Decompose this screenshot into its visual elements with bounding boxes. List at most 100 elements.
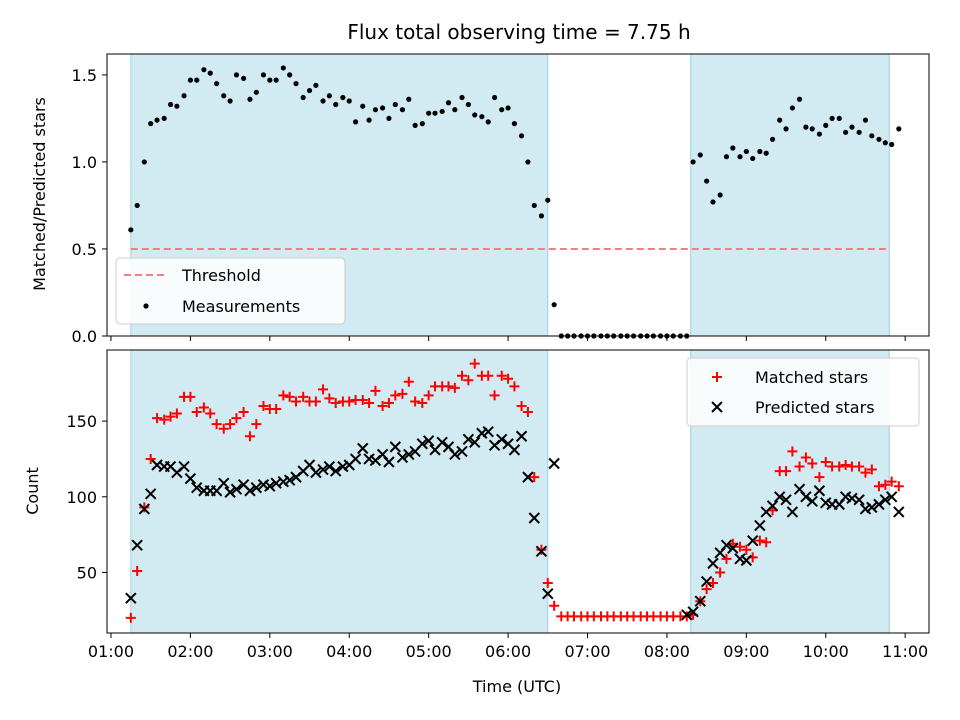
predicted-star-point <box>780 494 792 506</box>
measurement-point <box>777 117 783 123</box>
measurement-point <box>194 77 200 83</box>
measurement-point <box>260 72 267 78</box>
matched-star-point <box>820 456 831 467</box>
predicted-star-point <box>542 587 554 600</box>
measurement-point <box>876 136 882 142</box>
predicted-star-point <box>740 554 753 567</box>
legend-predicted-swatch <box>711 401 723 413</box>
measurement-point <box>896 126 902 132</box>
matched-star-point <box>410 396 421 407</box>
predicted-star-point <box>694 595 706 607</box>
measurement-point <box>426 110 432 116</box>
measurement-point <box>293 80 299 87</box>
predicted-star-point <box>224 486 236 498</box>
measurement-point <box>227 98 233 104</box>
predicted-star-point <box>700 575 713 588</box>
bottom-panel: 50 100 150 01:00 02:00 03:00 04:00 05:00 06:00 07… <box>66 349 930 661</box>
matched-star-point <box>701 584 712 595</box>
measurement-point <box>148 121 154 127</box>
matched-star-point <box>457 370 468 381</box>
predicted-star-point <box>508 444 521 456</box>
measurement-point <box>379 105 386 111</box>
matched-star-point <box>529 472 540 483</box>
measurement-point <box>174 103 180 109</box>
measurement-point <box>531 202 537 209</box>
measurement-point <box>505 105 511 111</box>
matched-star-point <box>503 373 514 384</box>
predicted-star-point <box>893 506 905 518</box>
matched-star-point <box>880 479 891 490</box>
matched-star-point <box>318 384 329 395</box>
matched-star-point <box>191 407 202 418</box>
bottom-x-tick-label: 11:00 <box>882 642 928 661</box>
measurement-point <box>214 80 220 87</box>
predicted-star-point <box>515 430 528 442</box>
matched-star-point <box>741 544 752 555</box>
bottom-legend-box <box>686 357 920 427</box>
measurement-point <box>737 154 743 160</box>
matched-star-point <box>218 423 229 434</box>
matched-star-point <box>231 413 242 424</box>
legend-measurements-label: Measurements <box>182 297 300 316</box>
top-axes-frame <box>106 53 930 337</box>
matched-star-point <box>403 376 414 387</box>
measurement-point <box>869 133 875 139</box>
matched-star-point <box>840 460 851 471</box>
measurement-point <box>247 96 253 102</box>
measurement-point <box>783 126 789 132</box>
predicted-star-point <box>853 494 865 506</box>
measurement-point <box>346 98 352 104</box>
measurement-point <box>763 150 769 156</box>
measurement-point <box>491 94 498 101</box>
measurement-point <box>704 178 710 184</box>
measurement-point <box>333 101 339 108</box>
matched-star-point <box>794 461 805 472</box>
predicted-star-point <box>806 495 818 508</box>
measurement-point <box>551 302 557 308</box>
predicted-star-point <box>482 426 494 438</box>
predicted-star-point <box>138 503 151 515</box>
measurement-point <box>221 93 227 99</box>
measurement-point <box>241 75 247 81</box>
predicted-star-point <box>720 539 733 551</box>
top-panel: 0.0 0.5 1.0 1.5 Threshold Measurements <box>72 53 930 346</box>
measurement-point <box>849 124 855 130</box>
predicted-star-point <box>687 606 699 618</box>
measurement-point <box>836 115 842 122</box>
matched-star-point <box>370 385 381 396</box>
top-y-tick-label: 0.0 <box>72 327 97 346</box>
matched-star-point <box>854 461 865 472</box>
matched-star-point <box>310 396 321 407</box>
matched-star-point <box>171 408 182 419</box>
measurement-point <box>386 115 392 122</box>
predicted-star-point <box>462 433 475 445</box>
matched-star-point <box>159 414 170 425</box>
bottom-y-tick-label: 50 <box>77 563 97 582</box>
predicted-star-point <box>125 592 137 604</box>
measurement-point <box>743 148 749 155</box>
measurement-point <box>479 114 485 120</box>
matched-star-point <box>516 400 527 411</box>
matched-star-point <box>278 390 289 401</box>
measurement-point <box>445 100 452 106</box>
predicted-star-point <box>548 457 560 470</box>
matched-star-point <box>198 402 209 413</box>
matched-star-point <box>542 578 553 589</box>
measurement-point <box>340 94 346 101</box>
measurement-point <box>816 131 823 137</box>
matched-star-point <box>814 472 825 483</box>
top-legend: Threshold Measurements <box>115 257 346 325</box>
measurement-point <box>856 129 862 135</box>
measurement-point <box>167 101 174 108</box>
bottom-x-tick-label: 08:00 <box>644 642 690 661</box>
predicted-star-point <box>349 453 362 465</box>
measurement-point <box>154 117 160 123</box>
measurement-point <box>300 94 306 101</box>
matched-star-point <box>344 396 355 407</box>
legend-threshold-label: Threshold <box>181 266 261 285</box>
matched-star-point <box>298 391 309 402</box>
predicted-star-point <box>264 480 276 492</box>
measurement-point <box>757 148 763 155</box>
matched-star-point <box>886 476 897 487</box>
